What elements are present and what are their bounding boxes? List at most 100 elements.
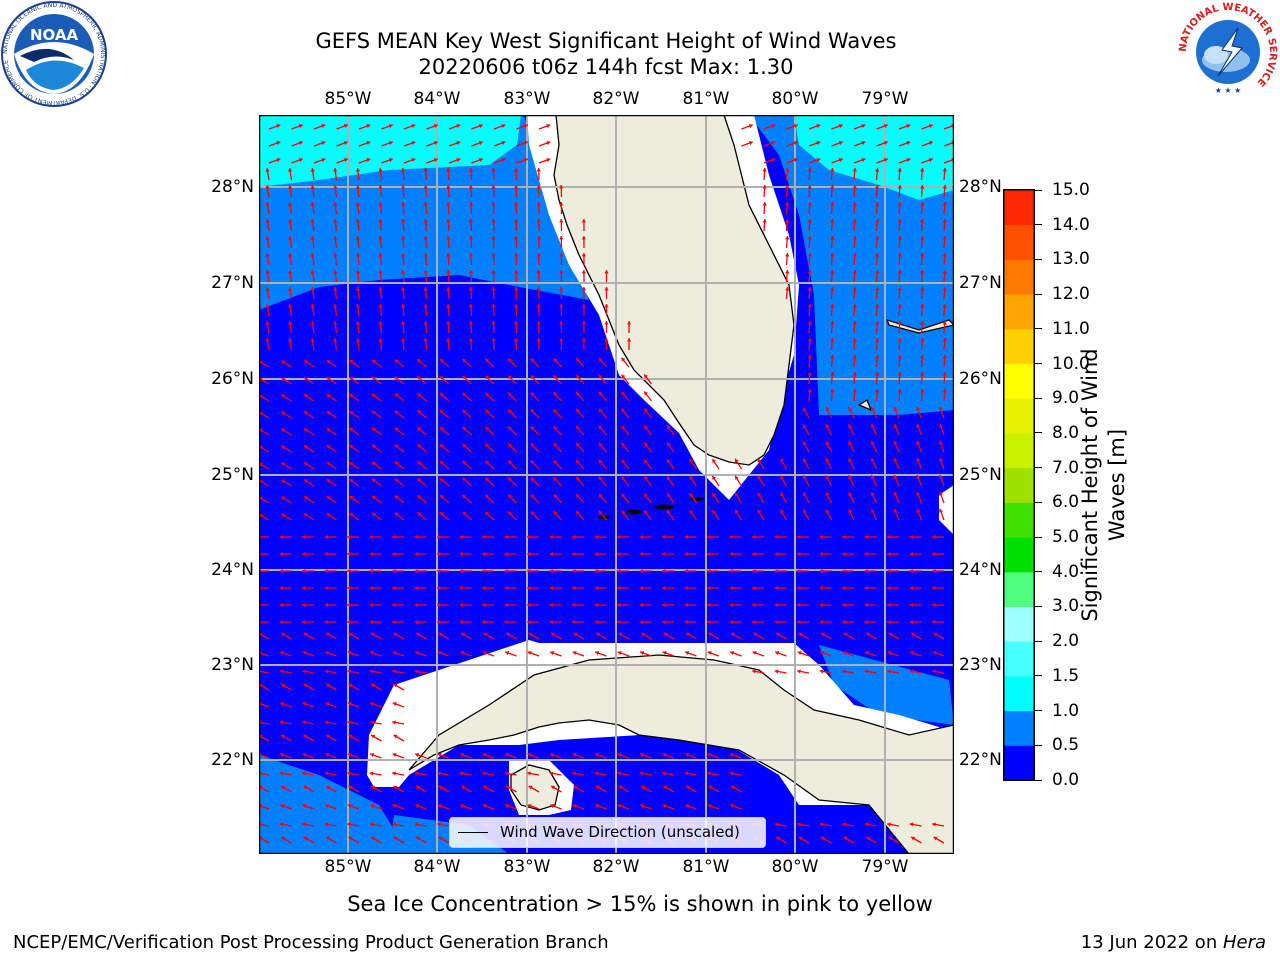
wave-direction-arrowhead bbox=[462, 477, 467, 482]
wave-direction-arrowhead bbox=[666, 510, 671, 515]
wave-direction-arrowhead bbox=[825, 407, 830, 412]
wave-direction-arrowhead bbox=[762, 219, 767, 223]
wave-direction-arrowhead bbox=[848, 475, 853, 480]
wave-direction-arrowhead bbox=[393, 836, 398, 841]
wave-direction-arrowhead bbox=[939, 423, 943, 428]
wave-direction-arrowhead bbox=[807, 253, 812, 257]
wave-direction-arrowhead bbox=[780, 458, 785, 463]
wave-direction-arrowhead bbox=[414, 602, 418, 608]
wave-direction-arrowhead bbox=[875, 236, 880, 240]
wave-direction-arrowhead bbox=[279, 771, 284, 776]
wave-direction-arrowhead bbox=[355, 168, 361, 172]
colorbar-tick-mark bbox=[1035, 571, 1042, 573]
wave-direction-arrowhead bbox=[932, 602, 936, 608]
wave-direction-arrowhead bbox=[276, 124, 281, 129]
wave-direction-arrowhead bbox=[459, 602, 463, 608]
wave-direction-arrowhead bbox=[887, 568, 891, 574]
wave-direction-arrowhead bbox=[491, 304, 496, 308]
wave-direction-arrowhead bbox=[644, 493, 648, 498]
wave-direction-arrowhead bbox=[347, 619, 351, 625]
wave-direction-arrowhead bbox=[456, 124, 461, 129]
wave-direction-arrowhead bbox=[864, 602, 868, 608]
noaa-logo: NATIONAL OCEANIC AND ATMOSPHERIC ADMINIS… bbox=[1, 1, 107, 107]
wave-direction-arrowhead bbox=[530, 358, 535, 363]
wave-direction-arrowhead bbox=[460, 651, 465, 656]
wave-direction-arrowhead bbox=[414, 619, 418, 625]
wave-direction-arrowhead bbox=[437, 753, 442, 758]
wave-direction-arrowhead bbox=[468, 304, 474, 308]
wave-direction-arrowhead bbox=[417, 393, 422, 398]
wave-direction-arrowhead bbox=[348, 734, 353, 739]
wave-direction-arrowhead bbox=[572, 771, 576, 776]
wave-direction-arrowhead bbox=[598, 510, 603, 515]
wave-direction-arrowhead bbox=[439, 359, 444, 363]
wave-direction-arrowhead bbox=[875, 338, 880, 342]
axis-tick-label: 82°W bbox=[592, 857, 640, 877]
wave-direction-arrowhead bbox=[830, 270, 835, 274]
wave-direction-arrowhead bbox=[748, 124, 753, 129]
wave-direction-arrowhead bbox=[349, 360, 354, 364]
wave-direction-arrowhead bbox=[378, 253, 383, 257]
wave-direction-arrowhead bbox=[644, 408, 648, 413]
colorbar-tick-label: 8.0 bbox=[1052, 422, 1080, 443]
axis-tick-label: 85°W bbox=[324, 89, 372, 109]
wave-direction-arrowhead bbox=[852, 287, 857, 291]
wave-direction-arrowhead bbox=[909, 551, 913, 557]
wave-direction-arrowhead bbox=[501, 141, 506, 146]
wave-direction-arrowhead bbox=[288, 219, 293, 223]
wave-direction-arrowhead bbox=[617, 602, 621, 608]
colorbar-tick-label: 10.0 bbox=[1052, 353, 1090, 374]
wave-direction-arrowhead bbox=[280, 804, 285, 809]
wave-direction-arrowhead bbox=[807, 321, 812, 325]
wave-direction-arrowhead bbox=[423, 253, 428, 257]
wave-direction-arrowhead bbox=[468, 253, 474, 257]
wave-direction-arrowhead bbox=[785, 185, 790, 189]
wave-direction-arrowhead bbox=[347, 602, 351, 608]
wave-direction-arrowhead bbox=[617, 534, 621, 540]
wave-direction-arrowhead bbox=[462, 375, 467, 380]
wave-direction-arrowhead bbox=[572, 602, 576, 608]
wave-direction-arrowhead bbox=[797, 619, 801, 625]
wave-direction-arrowhead bbox=[639, 534, 643, 540]
wave-direction-arrowhead bbox=[852, 372, 857, 376]
wave-direction-arrowhead bbox=[757, 475, 762, 480]
wave-direction-arrowhead bbox=[576, 358, 580, 362]
wave-direction-arrowhead bbox=[536, 321, 541, 325]
wave-direction-arrowhead bbox=[394, 393, 399, 398]
wave-direction-arrowhead bbox=[735, 492, 739, 497]
wave-direction-arrowhead bbox=[774, 568, 778, 574]
wave-direction-arrowhead bbox=[942, 355, 947, 359]
wave-direction-arrowhead bbox=[482, 753, 487, 758]
wave-direction-arrowhead bbox=[423, 202, 428, 206]
wave-direction-arrowhead bbox=[530, 494, 535, 499]
wave-direction-arrowhead bbox=[355, 338, 361, 342]
wave-direction-arrowhead bbox=[888, 836, 893, 841]
wave-direction-arrowhead bbox=[825, 458, 830, 463]
wave-direction-arrowhead bbox=[325, 753, 330, 758]
wave-direction-arrowhead bbox=[893, 458, 898, 462]
axis-tick-label: 82°W bbox=[592, 89, 640, 109]
colorbar-tick-mark bbox=[1035, 397, 1042, 399]
wave-direction-arrowhead bbox=[852, 185, 857, 189]
wave-direction-arrowhead bbox=[527, 619, 531, 625]
wave-direction-arrowhead bbox=[550, 804, 555, 809]
axis-tick-label: 23°N bbox=[211, 655, 254, 675]
wave-direction-arrowhead bbox=[707, 551, 711, 557]
wave-direction-arrowhead bbox=[414, 534, 418, 540]
wave-direction-arrowhead bbox=[712, 459, 716, 463]
wave-direction-arrowhead bbox=[366, 124, 371, 129]
wave-direction-arrowhead bbox=[887, 651, 892, 656]
wave-direction-arrowhead bbox=[416, 785, 421, 790]
wave-direction-arrowhead bbox=[527, 534, 531, 540]
wave-direction-arrowhead bbox=[446, 185, 451, 189]
wave-direction-arrowhead bbox=[864, 568, 868, 574]
wave-direction-arrowhead bbox=[663, 632, 668, 637]
wave-direction-arrowhead bbox=[909, 534, 913, 540]
wave-direction-arrowhead bbox=[265, 287, 270, 291]
wave-direction-arrowhead bbox=[491, 270, 496, 274]
wave-direction-arrowhead bbox=[411, 141, 416, 146]
colorbar-segment bbox=[1004, 432, 1034, 469]
colorbar-label-line-1: Significant Height of Wind bbox=[1078, 348, 1102, 622]
wave-direction-arrowhead bbox=[310, 338, 315, 342]
wave-direction-arrowhead bbox=[883, 141, 888, 146]
